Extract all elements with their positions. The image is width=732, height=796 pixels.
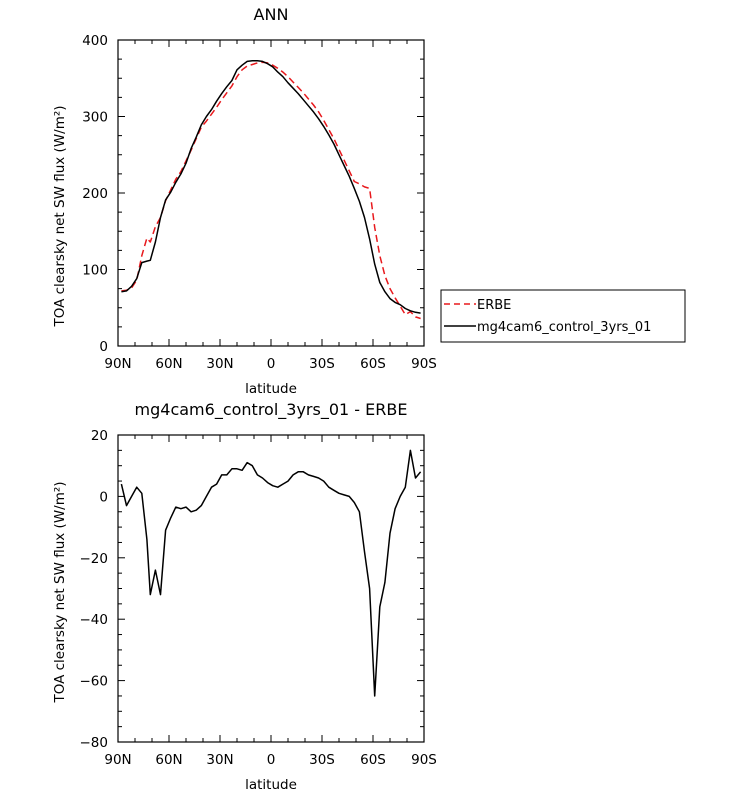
top-ytick-label: 200 bbox=[82, 186, 108, 202]
bottom-axis-ticks bbox=[117, 434, 425, 743]
bottom-ytick-label: −80 bbox=[80, 735, 109, 751]
top-ytick-label: 100 bbox=[82, 263, 108, 279]
bottom-plot-frame bbox=[117, 434, 425, 743]
top-xtick-label: 60N bbox=[155, 356, 182, 372]
bottom-ytick-label: 0 bbox=[99, 489, 108, 505]
legend: ERBE mg4cam6_control_3yrs_01 bbox=[440, 289, 686, 343]
top-xtick-label: 60S bbox=[360, 356, 386, 372]
bottom-xtick-label: 60S bbox=[360, 752, 386, 768]
top-chart-panel: ANN 90N 60N 30N 0 30S 60S 90S 0 100 200 300 400 la… bbox=[52, 5, 686, 397]
bottom-chart-title: mg4cam6_control_3yrs_01 - ERBE bbox=[135, 400, 408, 420]
top-x-axis-label: latitude bbox=[245, 381, 297, 397]
bottom-x-tick-labels: 90N 60N 30N 0 30S 60S 90S bbox=[104, 752, 437, 768]
top-axis-ticks bbox=[117, 39, 425, 347]
bottom-ytick-label: 20 bbox=[91, 428, 108, 444]
top-series-mg4cam6-control-3yrs-01-line bbox=[121, 59, 421, 314]
bottom-xtick-label: 90N bbox=[104, 752, 131, 768]
bottom-ytick-label: −40 bbox=[80, 612, 109, 628]
bottom-series-lines bbox=[120, 449, 422, 697]
bottom-y-tick-labels: −80 −60 −40 −20 0 20 bbox=[80, 428, 109, 751]
bottom-xtick-label: 90S bbox=[411, 752, 437, 768]
top-xtick-label: 30N bbox=[206, 356, 233, 372]
legend-label-model: mg4cam6_control_3yrs_01 bbox=[477, 320, 651, 335]
top-ytick-label: 0 bbox=[99, 339, 108, 355]
bottom-ytick-label: −60 bbox=[80, 674, 109, 690]
bottom-xtick-label: 0 bbox=[267, 752, 276, 768]
top-chart-title: ANN bbox=[254, 5, 289, 24]
bottom-x-axis-label: latitude bbox=[245, 777, 297, 793]
top-y-tick-labels: 0 100 200 300 400 bbox=[82, 33, 108, 355]
top-xtick-label: 0 bbox=[267, 356, 276, 372]
legend-box bbox=[440, 289, 686, 343]
top-ytick-label: 300 bbox=[82, 110, 108, 126]
legend-label-erbe: ERBE bbox=[477, 298, 511, 313]
top-xtick-label: 30S bbox=[309, 356, 335, 372]
top-series-lines bbox=[121, 59, 421, 320]
top-xtick-label: 90N bbox=[104, 356, 131, 372]
top-x-tick-labels: 90N 60N 30N 0 30S 60S 90S bbox=[104, 356, 437, 372]
top-ytick-label: 400 bbox=[82, 33, 108, 49]
bottom-chart-panel: mg4cam6_control_3yrs_01 - ERBE 90N 60N 30N… bbox=[52, 400, 437, 793]
bottom-ytick-label: −20 bbox=[80, 551, 109, 567]
bottom-xtick-label: 60N bbox=[155, 752, 182, 768]
top-plot-frame bbox=[117, 39, 425, 347]
bottom-xtick-label: 30N bbox=[206, 752, 233, 768]
top-series-erbe-line bbox=[121, 61, 421, 320]
bottom-xtick-label: 30S bbox=[309, 752, 335, 768]
top-xtick-label: 90S bbox=[411, 356, 437, 372]
top-y-axis-label: TOA clearsky net SW flux (W/m²) bbox=[52, 105, 68, 327]
bottom-y-axis-label: TOA clearsky net SW flux (W/m²) bbox=[52, 481, 68, 703]
bottom-series-difference-line bbox=[120, 449, 422, 697]
